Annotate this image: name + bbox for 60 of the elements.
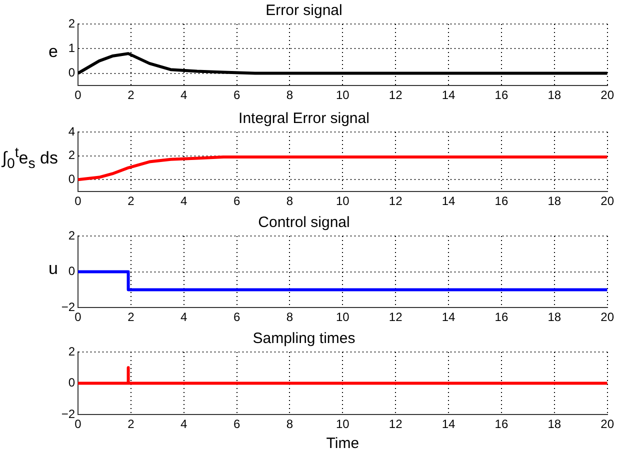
y-axis-title: u <box>48 259 58 279</box>
x-tick-label: 16 <box>494 194 508 208</box>
x-tick-label: 2 <box>128 310 135 324</box>
x-tick-label: 10 <box>336 88 350 102</box>
x-tick-label: 10 <box>336 310 350 324</box>
x-tick-label: 4 <box>180 310 188 324</box>
y-tick-label: 2 <box>68 344 76 358</box>
x-tick-label: 8 <box>286 310 294 324</box>
x-tick-label: 16 <box>494 310 508 324</box>
x-tick-label: 2 <box>128 88 135 102</box>
x-tick-label: 20 <box>600 88 614 102</box>
x-tick-label: 6 <box>233 417 240 432</box>
y-tick-label: 2 <box>68 228 76 242</box>
x-tick-label: 14 <box>442 88 456 102</box>
y-tick-label: 2 <box>68 148 76 162</box>
x-tick-label: 16 <box>494 417 508 432</box>
y-tick-label: 2 <box>68 16 76 30</box>
y-tick-label: 0 <box>68 264 76 278</box>
x-tick-label: 10 <box>336 194 350 208</box>
x-tick-label: 20 <box>600 194 614 208</box>
chart-title: Error signal <box>266 2 342 20</box>
x-tick-label: 4 <box>180 194 188 208</box>
x-tick-label: 8 <box>286 417 294 432</box>
x-tick-label: 20 <box>600 310 614 324</box>
x-tick-label: 18 <box>548 194 562 208</box>
x-tick-label: 6 <box>233 310 240 324</box>
y-tick-label: 0 <box>68 172 76 186</box>
x-tick-label: 12 <box>388 88 403 102</box>
chart-title: Control signal <box>258 214 350 232</box>
x-tick-label: 8 <box>286 194 294 208</box>
x-tick-label: 18 <box>548 417 562 432</box>
x-tick-label: 10 <box>336 417 350 432</box>
x-tick-label: 20 <box>600 417 614 432</box>
x-tick-label: 18 <box>548 88 562 102</box>
x-tick-label: 12 <box>388 194 403 208</box>
x-tick-label: 12 <box>388 417 403 432</box>
x-tick-label: 4 <box>180 417 188 432</box>
x-tick-label: 16 <box>494 88 508 102</box>
y-tick-label: 4 <box>68 124 76 138</box>
x-tick-label: 2 <box>128 417 135 432</box>
y-axis-title: ∫$_{0}$$^{t}$e$_{s}$ ds <box>2 145 58 173</box>
chart-title: Sampling times <box>252 330 356 348</box>
x-tick-label: 6 <box>233 88 240 102</box>
x-tick-label: 14 <box>442 194 456 208</box>
y-tick-label: 0 <box>68 376 76 390</box>
y-tick-label: −2 <box>61 300 76 314</box>
x-tick-label: 18 <box>548 310 562 324</box>
chart-title: Integral Error signal <box>238 110 370 128</box>
x-tick-label: 4 <box>180 88 188 102</box>
x-tick-label: 14 <box>442 417 456 432</box>
x-tick-label: 14 <box>442 310 456 324</box>
y-tick-label: 0 <box>68 66 76 80</box>
x-tick-label: 12 <box>388 310 403 324</box>
x-tick-label: 6 <box>233 194 240 208</box>
x-tick-label: 2 <box>128 194 135 208</box>
y-tick-label: 1 <box>68 40 76 55</box>
x-axis-title: Time <box>326 435 360 452</box>
y-tick-label: −2 <box>61 406 76 421</box>
x-tick-label: 8 <box>286 88 294 102</box>
y-axis-title: e <box>48 42 58 62</box>
